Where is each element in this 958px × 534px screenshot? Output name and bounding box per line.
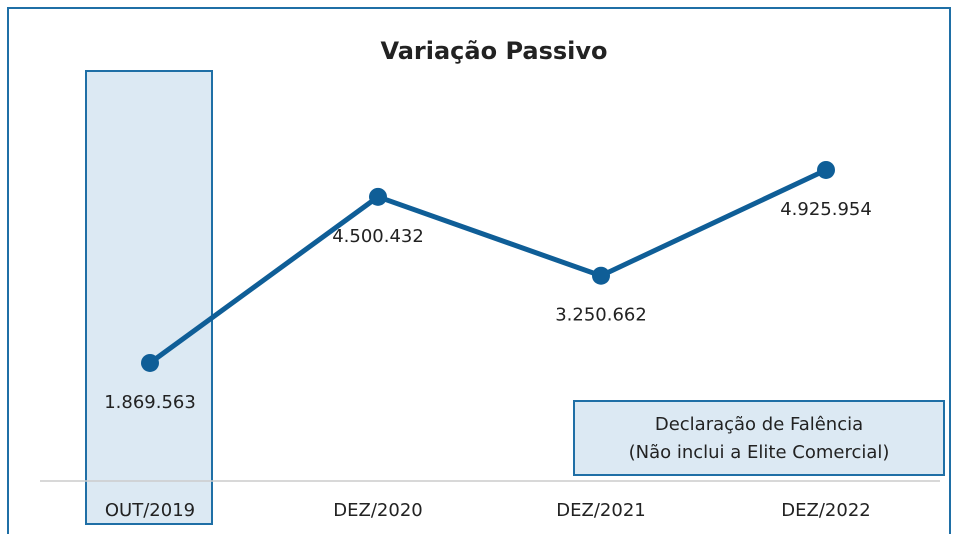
marker	[592, 266, 610, 285]
marker	[817, 160, 835, 179]
chart-title: Variação Passivo	[380, 37, 607, 65]
x-tick-label: OUT/2019	[105, 500, 195, 521]
value-label: 3.250.662	[555, 305, 647, 326]
value-label: 4.500.432	[332, 226, 424, 247]
highlight-box	[85, 70, 213, 525]
value-label: 4.925.954	[780, 199, 872, 220]
value-label: 1.869.563	[104, 392, 196, 413]
annotation: (Não inclui a Elite Comercial)	[629, 442, 890, 463]
marker	[141, 353, 159, 372]
x-tick-label: DEZ/2022	[781, 500, 870, 521]
marker	[369, 187, 387, 206]
x-tick-label: DEZ/2020	[333, 500, 422, 521]
x-tick-label: DEZ/2021	[556, 500, 645, 521]
line	[148, 167, 828, 365]
annotation: Declaração de Falência	[655, 414, 863, 435]
annotation-box	[573, 400, 945, 476]
